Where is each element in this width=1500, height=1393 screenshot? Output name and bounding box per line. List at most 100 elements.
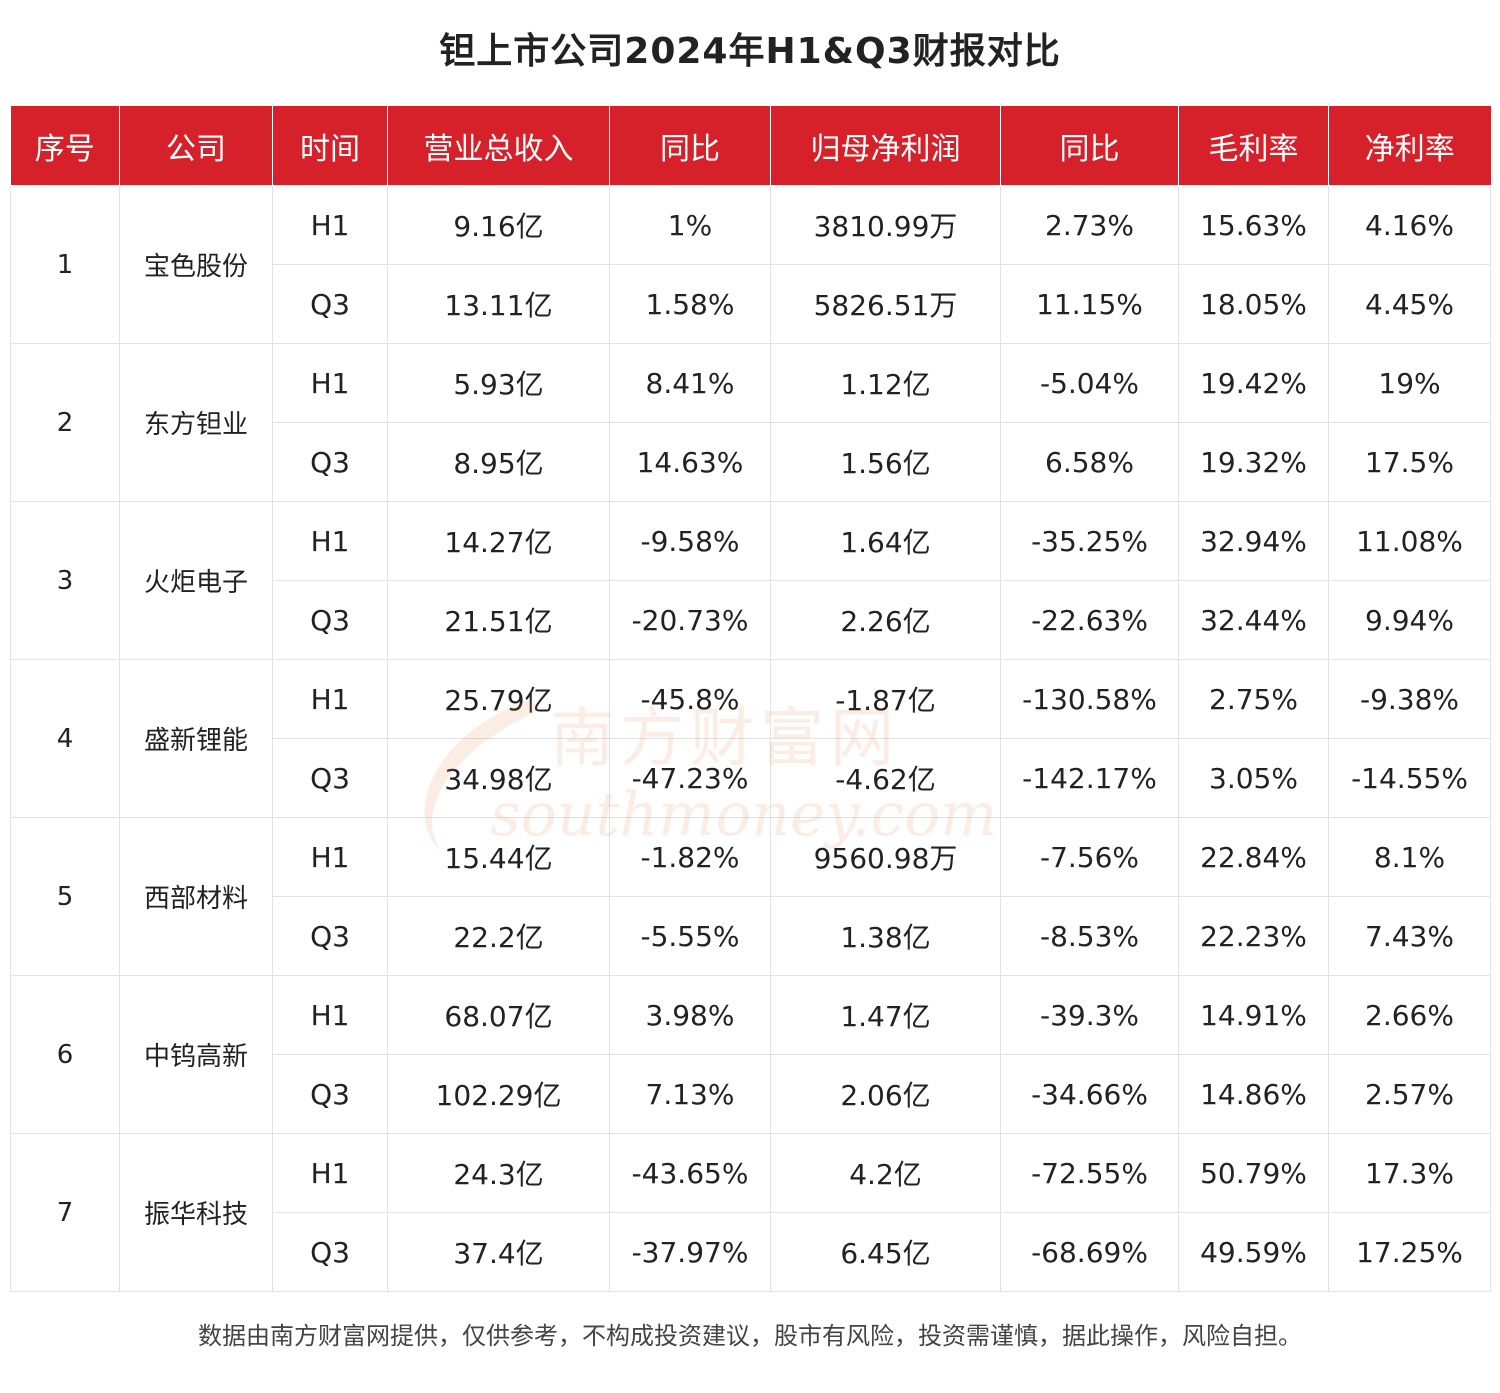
net-profit-cell: 1.64亿 bbox=[770, 501, 1001, 581]
period-cell: Q3 bbox=[272, 422, 388, 502]
revenue-cell: 15.44亿 bbox=[387, 817, 610, 897]
period-cell: Q3 bbox=[272, 1054, 388, 1134]
profit-yoy-cell: 2.73% bbox=[1000, 185, 1179, 265]
period-cell: H1 bbox=[272, 659, 388, 739]
period-cell: Q3 bbox=[272, 264, 388, 344]
revenue-yoy-cell: -5.55% bbox=[609, 896, 771, 976]
net-profit-cell: 1.47亿 bbox=[770, 975, 1001, 1055]
profit-yoy-cell: -72.55% bbox=[1000, 1133, 1179, 1213]
net-profit-cell: 1.38亿 bbox=[770, 896, 1001, 976]
gross-margin-cell: 14.86% bbox=[1178, 1054, 1329, 1134]
profit-yoy-cell: -68.69% bbox=[1000, 1212, 1179, 1292]
revenue-cell: 5.93亿 bbox=[387, 343, 610, 423]
seq-cell: 3 bbox=[10, 501, 120, 660]
net-margin-cell: 8.1% bbox=[1328, 817, 1491, 897]
table-row: 1 宝色股份 H1 9.16亿 1% 3810.99万 2.73% 15.63% 4.16% bbox=[10, 185, 1491, 344]
company-name-cell: 宝色股份 bbox=[119, 185, 273, 344]
revenue-yoy-cell: 7.13% bbox=[609, 1054, 771, 1134]
revenue-yoy-cell: 14.63% bbox=[609, 422, 771, 502]
net-margin-cell: 17.25% bbox=[1328, 1212, 1491, 1292]
net-profit-cell: -4.62亿 bbox=[770, 738, 1001, 818]
profit-yoy-cell: -22.63% bbox=[1000, 580, 1179, 660]
gross-margin-cell: 19.32% bbox=[1178, 422, 1329, 502]
seq-cell: 4 bbox=[10, 659, 120, 818]
net-margin-cell: 7.43% bbox=[1328, 896, 1491, 976]
revenue-cell: 8.95亿 bbox=[387, 422, 610, 502]
disclaimer-text: 数据由南方财富网提供，仅供参考，不构成投资建议，股市有风险，投资需谨慎，据此操作… bbox=[198, 1322, 1302, 1350]
net-profit-cell: 1.12亿 bbox=[770, 343, 1001, 423]
revenue-cell: 22.2亿 bbox=[387, 896, 610, 976]
net-margin-cell: 9.94% bbox=[1328, 580, 1491, 660]
seq-cell: 5 bbox=[10, 817, 120, 976]
company-name-cell: 盛新锂能 bbox=[119, 659, 273, 818]
table-row: 3 火炬电子 H1 14.27亿 -9.58% 1.64亿 -35.25% 32.94% 11.… bbox=[10, 501, 1491, 660]
revenue-yoy-cell: -1.82% bbox=[609, 817, 771, 897]
profit-yoy-cell: -35.25% bbox=[1000, 501, 1179, 581]
revenue-yoy-cell: -43.65% bbox=[609, 1133, 771, 1213]
gross-margin-cell: 3.05% bbox=[1178, 738, 1329, 818]
net-margin-cell: 17.3% bbox=[1328, 1133, 1491, 1213]
company-name-cell: 东方钽业 bbox=[119, 343, 273, 502]
net-margin-cell: 2.66% bbox=[1328, 975, 1491, 1055]
seq-cell: 1 bbox=[10, 185, 120, 344]
profit-yoy-cell: -142.17% bbox=[1000, 738, 1179, 818]
profit-yoy-cell: -8.53% bbox=[1000, 896, 1179, 976]
net-margin-cell: 19% bbox=[1328, 343, 1491, 423]
revenue-cell: 102.29亿 bbox=[387, 1054, 610, 1134]
revenue-cell: 9.16亿 bbox=[387, 185, 610, 265]
gross-margin-cell: 18.05% bbox=[1178, 264, 1329, 344]
table-row: Q3 37.4亿 -37.97% 6.45亿 -68.69% 49.59% 17.25% bbox=[11, 1212, 1491, 1292]
revenue-yoy-cell: 1% bbox=[609, 185, 771, 265]
gross-margin-cell: 49.59% bbox=[1178, 1212, 1329, 1292]
revenue-yoy-cell: 8.41% bbox=[609, 343, 771, 423]
period-cell: H1 bbox=[272, 501, 388, 581]
gross-margin-cell: 22.23% bbox=[1178, 896, 1329, 976]
net-profit-cell: 1.56亿 bbox=[770, 422, 1001, 502]
header-revenue: 营业总收入 bbox=[387, 106, 610, 186]
net-margin-cell: 17.5% bbox=[1328, 422, 1491, 502]
table-row: 2 东方钽业 H1 5.93亿 8.41% 1.12亿 -5.04% 19.42% 19% bbox=[10, 343, 1491, 502]
gross-margin-cell: 22.84% bbox=[1178, 817, 1329, 897]
revenue-cell: 24.3亿 bbox=[387, 1133, 610, 1213]
company-name-cell: 中钨高新 bbox=[119, 975, 273, 1134]
header-profit-yoy: 同比 bbox=[1000, 106, 1179, 186]
table-row: Q3 102.29亿 7.13% 2.06亿 -34.66% 14.86% 2.57% bbox=[11, 1054, 1491, 1134]
company-name-cell: 振华科技 bbox=[119, 1133, 273, 1292]
header-net-profit: 归母净利润 bbox=[770, 106, 1001, 186]
header-seq: 序号 bbox=[10, 106, 120, 186]
seq-cell: 6 bbox=[10, 975, 120, 1134]
table-row: Q3 34.98亿 -47.23% -4.62亿 -142.17% 3.05% -14.55… bbox=[11, 738, 1491, 818]
revenue-yoy-cell: -9.58% bbox=[609, 501, 771, 581]
company-name-cell: 火炬电子 bbox=[119, 501, 273, 660]
gross-margin-cell: 50.79% bbox=[1178, 1133, 1329, 1213]
revenue-cell: 14.27亿 bbox=[387, 501, 610, 581]
revenue-yoy-cell: -45.8% bbox=[609, 659, 771, 739]
profit-yoy-cell: -39.3% bbox=[1000, 975, 1179, 1055]
seq-cell: 2 bbox=[10, 343, 120, 502]
net-margin-cell: 4.45% bbox=[1328, 264, 1491, 344]
period-cell: H1 bbox=[272, 343, 388, 423]
table-row: 5 西部材料 H1 15.44亿 -1.82% 9560.98万 -7.56% 22.84% 8… bbox=[10, 817, 1491, 976]
profit-yoy-cell: 11.15% bbox=[1000, 264, 1179, 344]
header-company: 公司 bbox=[119, 106, 273, 186]
net-profit-cell: 2.06亿 bbox=[770, 1054, 1001, 1134]
revenue-yoy-cell: 1.58% bbox=[609, 264, 771, 344]
net-profit-cell: 5826.51万 bbox=[770, 264, 1001, 344]
net-profit-cell: 6.45亿 bbox=[770, 1212, 1001, 1292]
net-margin-cell: 4.16% bbox=[1328, 185, 1491, 265]
profit-yoy-cell: -5.04% bbox=[1000, 343, 1179, 423]
gross-margin-cell: 19.42% bbox=[1178, 343, 1329, 423]
revenue-cell: 25.79亿 bbox=[387, 659, 610, 739]
gross-margin-cell: 32.44% bbox=[1178, 580, 1329, 660]
period-cell: H1 bbox=[272, 975, 388, 1055]
gross-margin-cell: 15.63% bbox=[1178, 185, 1329, 265]
net-profit-cell: 9560.98万 bbox=[770, 817, 1001, 897]
gross-margin-cell: 2.75% bbox=[1178, 659, 1329, 739]
net-margin-cell: -14.55% bbox=[1328, 738, 1491, 818]
revenue-cell: 21.51亿 bbox=[387, 580, 610, 660]
header-revenue-yoy: 同比 bbox=[609, 106, 771, 186]
table-row: 6 中钨高新 H1 68.07亿 3.98% 1.47亿 -39.3% 14.91% 2.66% bbox=[10, 975, 1491, 1134]
revenue-yoy-cell: -37.97% bbox=[609, 1212, 771, 1292]
header-gross-margin: 毛利率 bbox=[1178, 106, 1329, 186]
period-cell: Q3 bbox=[272, 896, 388, 976]
